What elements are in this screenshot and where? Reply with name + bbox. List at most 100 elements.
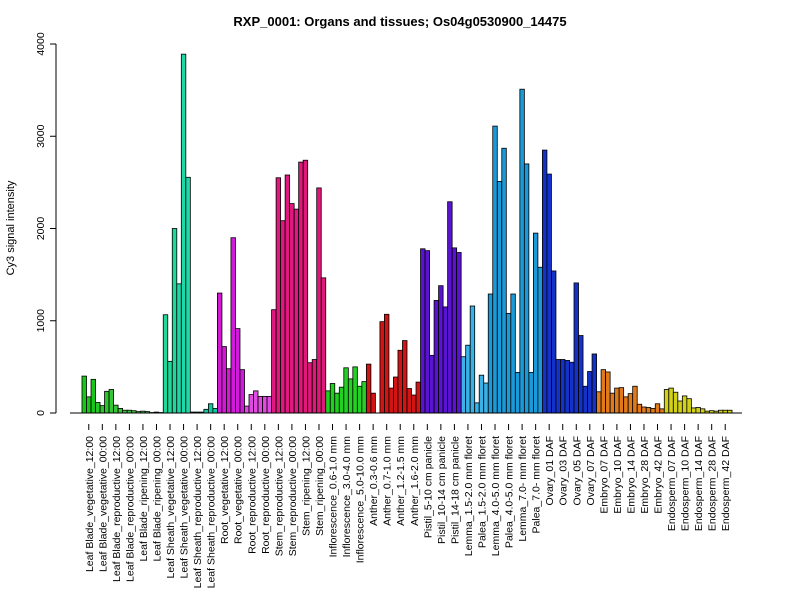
bar [311,359,318,414]
x-tick-label: Inflorescence_0.6-1.0 mm [328,436,340,558]
x-tick-label: Embryo_10 DAF [612,436,624,514]
bar [280,220,286,414]
bar [302,159,309,414]
x-tick-label: Anther_0.7-1.0 mm [382,436,394,526]
bar [266,395,272,414]
x-tick-label: Endosperm_14 DAF [693,436,705,531]
bar [668,387,674,414]
x-tick-label: Ovary_07 DAF [585,436,597,505]
y-axis: 0 1000 2000 3000 4000 [35,32,57,416]
bar [284,174,291,414]
bar [104,390,110,414]
bar [356,385,363,414]
bar [230,237,236,414]
bar [641,406,647,414]
bar [90,378,96,414]
x-tick-label: Stem_reproductive_00:00 [287,436,299,556]
bar [329,383,336,414]
bar [663,389,670,414]
bar [600,369,607,414]
bar [239,369,245,414]
x-tick-label: Pistil_14-18 cm panicle [449,436,461,544]
bar [361,381,367,414]
x-tick-label: Ovary_03 DAF [558,436,570,505]
x-tick-label: Root_reproductive_12:00 [246,436,258,554]
bar [171,228,178,414]
x-tick-label: Pistil_5-10 cm panicle [422,436,434,538]
x-tick-label: Endosperm_07 DAF [666,436,678,531]
x-tick-label: Embryo_07 DAF [598,436,610,514]
bar [442,306,449,414]
x-tick-label: Ovary_05 DAF [571,436,583,505]
bar [519,88,525,414]
bar [334,392,340,414]
bar [569,361,575,414]
bar [609,392,616,414]
bar [253,390,259,414]
bar [474,402,480,414]
x-tick-label: Pistil_10-14 cm panicle [436,436,448,544]
bar [221,346,227,414]
bar [411,394,417,414]
x-tick-label: Inflorescence_5.0-10.0 mm [355,436,367,563]
x-tick-label: Palea_1.5-2.0 mm floret [476,436,488,548]
bar [650,407,656,414]
bar [262,395,268,414]
bar [596,391,602,414]
bar [654,403,661,414]
bar [167,360,173,414]
y-tick-label: 1000 [35,309,47,333]
x-tick-label: Root_vegetative_00:00 [233,436,245,544]
x-tick-label: Stem_ripening_00:00 [314,436,326,536]
x-tick-label: Leaf Blade_vegetative_00:00 [97,436,109,572]
bar [623,396,629,414]
bar [298,161,304,414]
bar [185,176,191,414]
bar [695,407,701,414]
bar [447,201,453,414]
x-tick-label: Lemma_4.0-5.0 mm floret [490,436,502,556]
x-tick-label: Inflorescence_3.0-4.0 mm [341,436,353,558]
bar [207,403,214,414]
bar [248,394,254,414]
x-tick-label: Leaf Blade_reproductive_12:00 [111,436,123,582]
bar [614,387,620,414]
bar [293,208,300,414]
bar [672,391,679,414]
bar [81,375,87,414]
bar [677,400,683,414]
bar [560,359,566,414]
bar [501,147,507,414]
bar [244,405,250,414]
bar [343,367,349,414]
bars-group [81,53,733,414]
x-tick-label: Stem_reproductive_12:00 [273,436,285,556]
bar [487,293,494,414]
x-tick-label: Leaf Blade_vegetative_12:00 [84,436,96,572]
y-tick-label: 3000 [35,124,47,148]
bar [235,328,241,414]
bar [402,340,408,414]
y-tick-label: 4000 [35,32,47,56]
x-tick-label: Anther_0.3-0.6 mm [368,436,380,526]
bar [537,266,543,414]
x-tick-label: Leaf Sheath_reproductive_12:00 [192,436,204,589]
bar [686,398,692,414]
bar [424,250,430,414]
x-tick-label: Embryo_28 DAF [639,436,651,514]
x-tick-label: Palea_7.0- mm floret [531,436,543,534]
x-tick-label: Anther_1.6-2.0 mm [409,436,421,526]
x-tick-label: Embryo_14 DAF [625,436,637,514]
bar [632,385,638,414]
bar [379,321,385,414]
bar [99,405,105,414]
bar [465,344,471,414]
x-tick-label: Lemma_1.5-2.0 mm floret [463,436,475,556]
bar [415,381,421,414]
bar [659,408,665,414]
bar [180,53,187,414]
x-tick-label: Root_vegetative_12:00 [219,436,231,544]
bar [469,305,476,414]
bar [429,354,435,414]
